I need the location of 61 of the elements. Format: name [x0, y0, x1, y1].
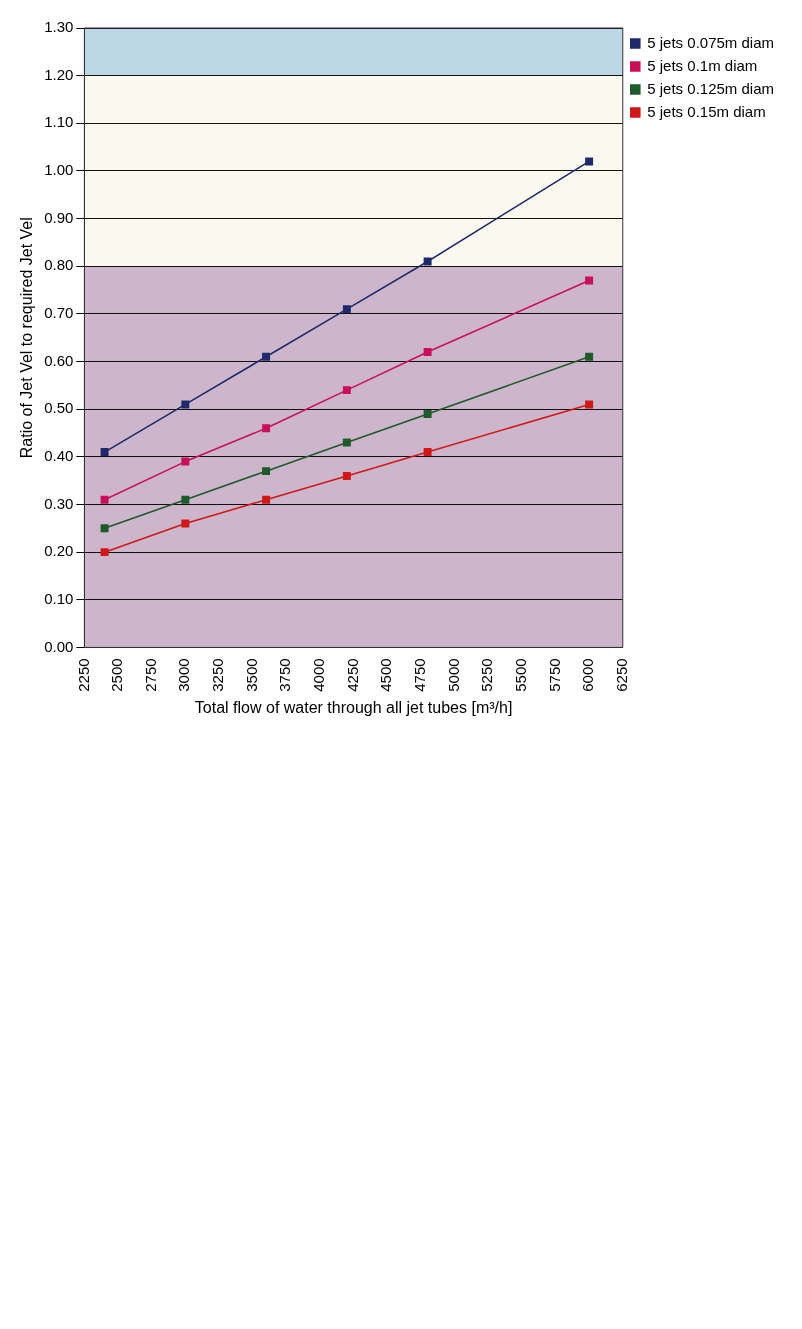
- point: [585, 352, 594, 361]
- y-tick-label: 0.90: [44, 208, 74, 226]
- point: [342, 471, 351, 480]
- legend-label: 5 jets 0.15m diam: [647, 102, 766, 120]
- y-tick-label: 0.20: [44, 542, 74, 560]
- point: [585, 276, 594, 285]
- point: [262, 424, 271, 433]
- point: [342, 386, 351, 395]
- y-tick-label: 0.70: [44, 304, 74, 322]
- y-tick-label: 1.20: [44, 65, 74, 83]
- y-tick-label: 0.80: [44, 256, 74, 274]
- x-tick-label: 2250: [74, 658, 92, 692]
- point: [585, 400, 594, 409]
- point: [262, 495, 271, 504]
- y-tick-label: 0.10: [44, 589, 74, 607]
- x-tick-label: 4250: [343, 658, 361, 692]
- point: [423, 409, 432, 418]
- x-tick-label: 2750: [141, 658, 159, 692]
- y-tick-label: 1.10: [44, 113, 74, 131]
- x-axis-title: Total flow of water through all jet tubes [m³/h]: [194, 698, 513, 716]
- point: [423, 257, 432, 266]
- point: [423, 448, 432, 457]
- point: [100, 495, 109, 504]
- x-tick-label: 4500: [377, 658, 395, 692]
- legend-label: 5 jets 0.125m diam: [647, 79, 774, 97]
- y-tick-label: 0.50: [44, 399, 74, 417]
- point: [100, 548, 109, 557]
- point: [342, 305, 351, 314]
- x-tick-label: 3750: [276, 658, 294, 692]
- legend-label: 5 jets 0.075m diam: [647, 33, 774, 51]
- legend-label: 5 jets 0.1m diam: [647, 56, 758, 74]
- x-tick-label: 5500: [511, 658, 529, 692]
- x-tick-label: 3000: [175, 658, 193, 692]
- y-tick-label: 1.00: [44, 161, 74, 179]
- point: [100, 448, 109, 457]
- y-tick-label: 0.60: [44, 351, 74, 369]
- x-tick-label: 6250: [612, 658, 630, 692]
- point: [342, 438, 351, 447]
- x-tick-label: 3250: [209, 658, 227, 692]
- y-tick-label: 0.30: [44, 494, 74, 512]
- y-tick-label: 0.40: [44, 446, 74, 464]
- x-tick-label: 2500: [108, 658, 126, 692]
- point: [181, 519, 190, 528]
- point: [423, 348, 432, 356]
- point: [585, 157, 594, 166]
- x-tick-label: 5750: [545, 658, 563, 692]
- point: [181, 457, 190, 466]
- y-axis-title: Ratio of Jet Vel to required Jet Vel: [18, 217, 36, 459]
- x-tick-label: 5000: [444, 658, 462, 692]
- point: [181, 495, 190, 504]
- y-tick-label: 1.30: [44, 18, 74, 36]
- x-tick-label: 4000: [310, 658, 328, 692]
- x-tick-label: 6000: [579, 658, 597, 692]
- x-tick-label: 4750: [411, 658, 429, 692]
- point: [181, 400, 190, 409]
- x-tick-label: 5250: [478, 658, 496, 692]
- point: [100, 524, 109, 533]
- y-tick-label: 0.00: [44, 637, 74, 655]
- x-tick-label: 3500: [242, 658, 260, 692]
- point: [262, 352, 271, 361]
- point: [262, 467, 271, 476]
